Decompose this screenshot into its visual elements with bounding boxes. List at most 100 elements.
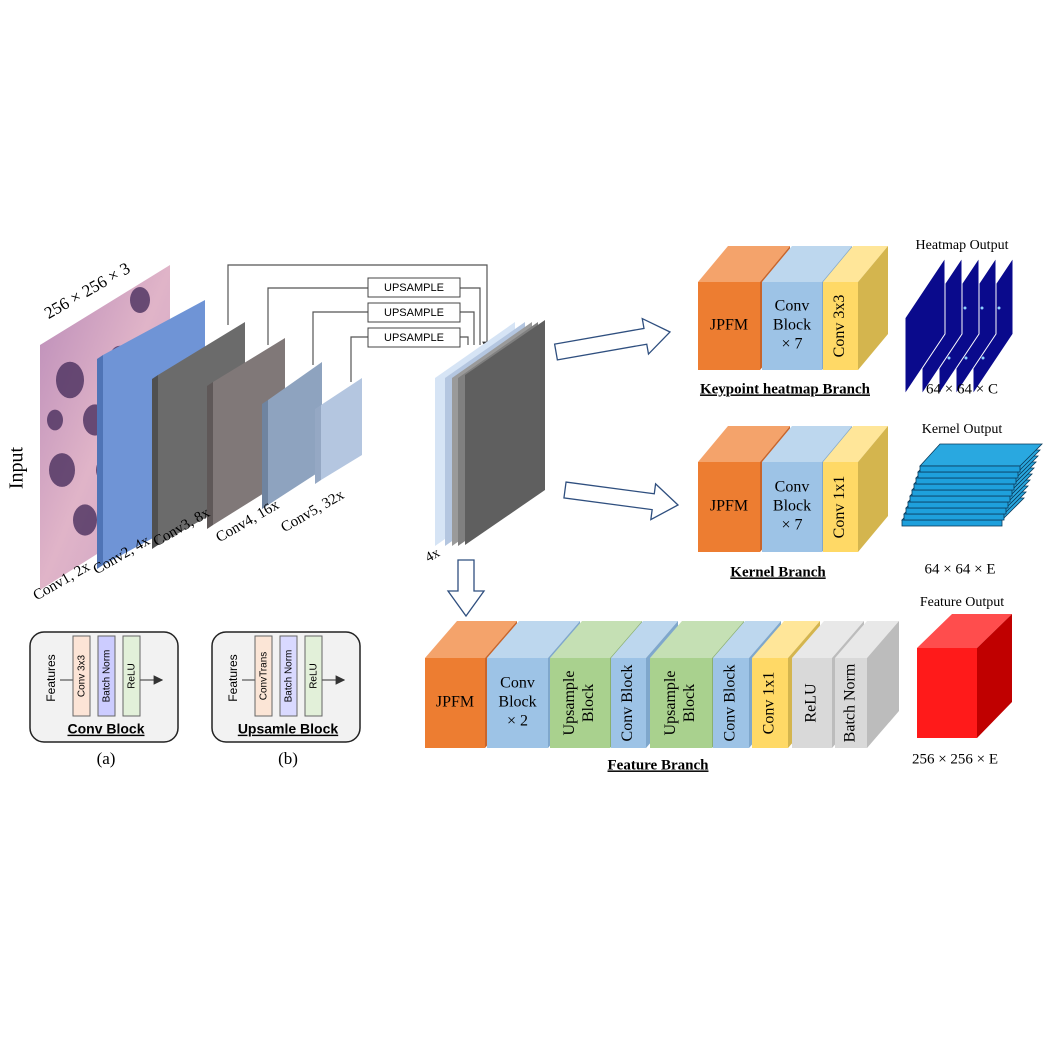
label: Conv	[775, 479, 810, 496]
label: Kernel Output	[922, 422, 1003, 437]
kernel-front	[919, 465, 1021, 473]
label: Conv5, 32x	[278, 487, 347, 536]
block-front	[650, 658, 712, 748]
connector	[227, 264, 492, 352]
kernel-front	[913, 483, 1015, 491]
label: Conv 1x1	[761, 672, 778, 735]
legend-step-label: ReLU	[127, 663, 138, 689]
label: 4x	[423, 546, 443, 566]
block-top	[713, 621, 781, 658]
label: Batch Norm	[842, 663, 859, 742]
block-side	[858, 426, 888, 552]
keypoint	[980, 306, 984, 310]
flow-arrow	[563, 481, 680, 521]
block-top	[487, 621, 580, 658]
legend-title: Upsamle Block	[238, 721, 339, 737]
block-top	[835, 621, 899, 658]
label: × 7	[781, 517, 802, 534]
nucleus	[73, 504, 97, 536]
block-front	[611, 658, 646, 748]
kernel-front	[905, 507, 1007, 515]
upsample-box	[367, 327, 461, 348]
legend-step-label: ReLU	[309, 663, 320, 689]
feature-map-edge	[315, 405, 321, 484]
legend-step	[254, 635, 273, 717]
kernel-front	[917, 471, 1019, 479]
block-front	[762, 462, 822, 552]
block-front	[698, 462, 760, 552]
keypoint	[947, 356, 951, 360]
legend-step-label: Conv 3x3	[77, 654, 88, 697]
connector	[312, 311, 368, 365]
block-front	[698, 282, 760, 370]
legend-step-label: Batch Norm	[284, 650, 295, 703]
block-top	[698, 246, 790, 282]
block-front	[550, 658, 610, 748]
label: 64 × 64 × E	[924, 561, 995, 577]
legend-step	[279, 635, 298, 717]
label: 256 × 256 × E	[912, 751, 998, 767]
legend-input: Features	[226, 654, 240, 701]
upsample-box	[367, 277, 461, 298]
block-front	[487, 658, 548, 748]
label: Feature Output	[920, 595, 1004, 610]
merged-map	[465, 320, 545, 545]
kernel-front	[915, 477, 1017, 485]
label: Conv 3x3	[831, 295, 848, 358]
label: JPFM	[710, 498, 748, 515]
feature-map-edge	[152, 375, 158, 549]
label: Kernel Branch	[730, 564, 826, 580]
upsample-label: UPSAMPLE	[384, 307, 444, 319]
label: Conv Block	[722, 665, 739, 742]
feature-map-edge	[207, 382, 213, 529]
legend-step	[97, 635, 116, 717]
kernel-slab	[919, 443, 1043, 467]
block-top	[823, 426, 888, 462]
legend-step-label: ConvTrans	[259, 652, 270, 701]
keypoint	[997, 306, 1001, 310]
feature-map	[268, 362, 322, 505]
flow-arrow	[446, 559, 486, 618]
label: JPFM	[710, 317, 748, 334]
keypoint	[981, 356, 985, 360]
label: (a)	[97, 749, 116, 768]
label: Upsample	[662, 671, 679, 736]
legend-step-label: Batch Norm	[102, 650, 113, 703]
label: Block	[498, 694, 536, 711]
connector	[460, 336, 469, 345]
block-front	[425, 658, 485, 748]
heatmap	[904, 256, 946, 396]
block-front	[752, 658, 788, 748]
legend-title: Conv Block	[67, 721, 144, 737]
label: Conv 1x1	[831, 476, 848, 539]
label: Conv Block	[619, 665, 636, 742]
feature-front	[917, 648, 977, 738]
nucleus	[49, 453, 75, 487]
connector	[267, 287, 368, 345]
block-top	[698, 426, 790, 462]
block-top	[752, 621, 820, 658]
label: Feature Branch	[608, 757, 710, 773]
label: Keypoint heatmap Branch	[700, 381, 871, 397]
label: Input	[6, 446, 28, 489]
connector	[460, 311, 475, 345]
feature-side	[977, 614, 1012, 738]
block-front	[823, 462, 858, 552]
keypoint	[964, 356, 968, 360]
kernel-front	[909, 495, 1011, 503]
flow-arrow	[553, 317, 672, 361]
block-top	[611, 621, 678, 658]
block-top	[425, 621, 517, 658]
block-front	[835, 658, 867, 748]
legend-input: Features	[44, 654, 58, 701]
label: (b)	[278, 749, 298, 768]
upsample-box	[367, 302, 461, 323]
keypoint	[963, 306, 967, 310]
label: Block	[773, 498, 811, 515]
connector	[350, 336, 368, 382]
block-top	[823, 246, 888, 282]
block-side	[858, 246, 888, 370]
upsample-label: UPSAMPLE	[384, 282, 444, 294]
block-top	[792, 621, 864, 658]
